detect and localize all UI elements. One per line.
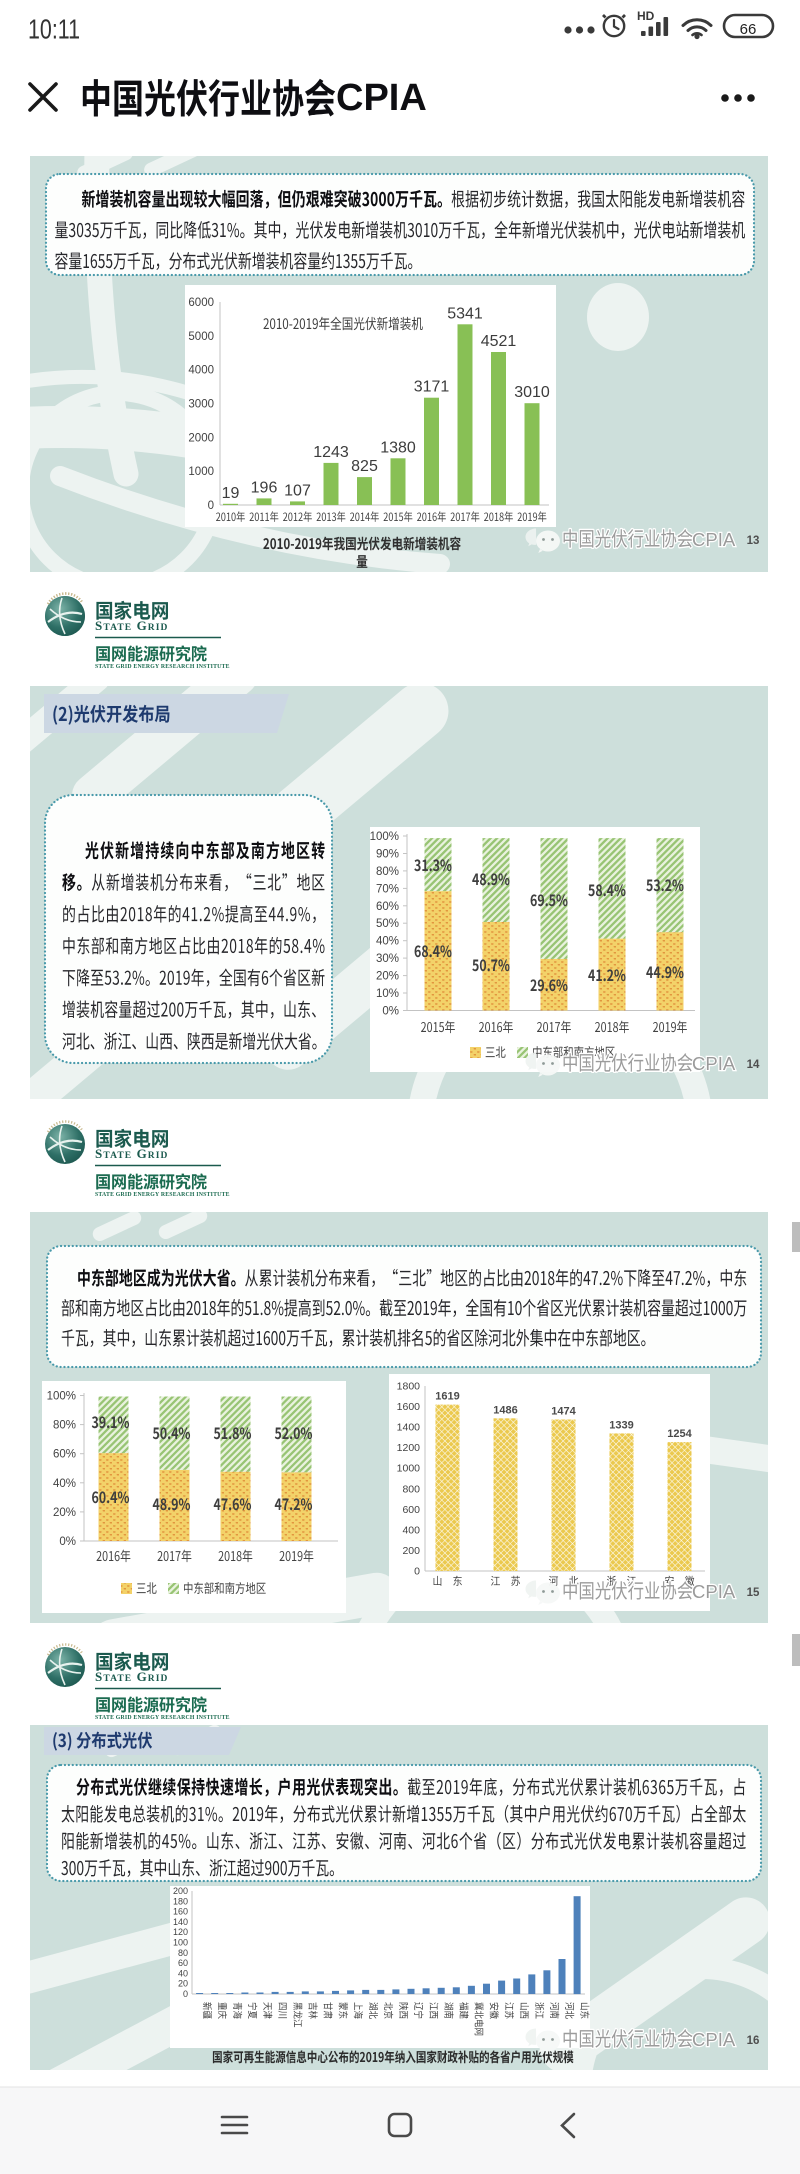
svg-text:200: 200: [402, 1545, 420, 1557]
svg-text:CPIA: CPIA: [692, 2029, 736, 2050]
svg-text:1254: 1254: [667, 1428, 692, 1440]
svg-text:1486: 1486: [493, 1404, 517, 1416]
svg-text:800: 800: [402, 1483, 420, 1495]
svg-text:40%: 40%: [53, 1478, 76, 1490]
svg-text:70%: 70%: [376, 883, 399, 895]
svg-text:90%: 90%: [376, 849, 399, 861]
svg-text:STATE GRID ENERGY RESEARCH INS: STATE GRID ENERGY RESEARCH INSTITUTE: [95, 1192, 230, 1198]
svg-text:0: 0: [183, 1989, 188, 1999]
svg-text:0%: 0%: [382, 1006, 399, 1018]
svg-text:20%: 20%: [53, 1507, 76, 1519]
svg-text:15: 15: [747, 1587, 760, 1599]
svg-text:6000: 6000: [188, 297, 214, 309]
svg-text:40%: 40%: [376, 936, 399, 948]
svg-text:4521: 4521: [481, 333, 517, 350]
svg-text:1000: 1000: [188, 466, 214, 478]
svg-text:3010: 3010: [514, 384, 550, 401]
svg-text:5341: 5341: [447, 305, 483, 322]
svg-text:100: 100: [173, 1938, 188, 1948]
svg-text:0: 0: [414, 1566, 420, 1578]
svg-text:825: 825: [351, 458, 378, 475]
svg-text:80: 80: [178, 1948, 188, 1958]
svg-text:20%: 20%: [376, 971, 399, 983]
svg-text:180: 180: [173, 1896, 188, 1906]
svg-text:140: 140: [173, 1917, 188, 1927]
svg-text:0%: 0%: [59, 1536, 76, 1548]
svg-text:0: 0: [208, 500, 214, 512]
svg-text:1474: 1474: [551, 1406, 576, 1418]
svg-text:100%: 100%: [370, 831, 399, 843]
svg-text:1000: 1000: [397, 1463, 421, 1475]
svg-text:STATE GRID ENERGY RESEARCH INS: STATE GRID ENERGY RESEARCH INSTITUTE: [95, 664, 230, 670]
svg-text:1339: 1339: [609, 1419, 633, 1431]
svg-text:107: 107: [284, 482, 311, 499]
svg-text:4000: 4000: [188, 365, 214, 377]
svg-text:10%: 10%: [376, 988, 399, 1000]
svg-text:400: 400: [402, 1524, 420, 1536]
svg-text:3000: 3000: [188, 399, 214, 411]
svg-text:100%: 100%: [47, 1391, 76, 1403]
svg-text:50%: 50%: [376, 918, 399, 930]
svg-text:600: 600: [402, 1504, 420, 1516]
svg-text:30%: 30%: [376, 953, 399, 965]
svg-text:200: 200: [173, 1886, 188, 1896]
svg-text:66: 66: [740, 21, 757, 38]
svg-text:60: 60: [178, 1958, 188, 1968]
svg-text:CPIA: CPIA: [336, 77, 427, 119]
svg-text:13: 13: [747, 535, 760, 547]
svg-text:20: 20: [178, 1979, 188, 1989]
svg-text:10:11: 10:11: [28, 14, 80, 45]
svg-text:160: 160: [173, 1907, 188, 1917]
svg-text:80%: 80%: [376, 866, 399, 878]
svg-text:60%: 60%: [376, 901, 399, 913]
svg-text:STATE GRID ENERGY RESEARCH INS: STATE GRID ENERGY RESEARCH INSTITUTE: [95, 1715, 230, 1721]
svg-text:1600: 1600: [397, 1401, 421, 1413]
svg-text:1243: 1243: [313, 444, 349, 461]
svg-text:1619: 1619: [435, 1391, 459, 1403]
svg-text:80%: 80%: [53, 1420, 76, 1432]
svg-text:CPIA: CPIA: [692, 1581, 736, 1602]
svg-text:60%: 60%: [53, 1449, 76, 1461]
svg-text:5000: 5000: [188, 331, 214, 343]
svg-text:16: 16: [747, 2035, 760, 2047]
svg-text:HD: HD: [637, 9, 655, 23]
svg-text:120: 120: [173, 1927, 188, 1937]
svg-text:14: 14: [747, 1059, 760, 1071]
svg-text:40: 40: [178, 1968, 188, 1978]
svg-text:3171: 3171: [414, 379, 450, 396]
svg-text:1400: 1400: [397, 1422, 421, 1434]
svg-text:1800: 1800: [397, 1381, 421, 1393]
svg-text:1200: 1200: [397, 1442, 421, 1454]
svg-text:2000: 2000: [188, 432, 214, 444]
svg-text:19: 19: [222, 485, 240, 502]
svg-text:CPIA: CPIA: [692, 529, 736, 550]
svg-text:1380: 1380: [380, 439, 416, 456]
svg-text:CPIA: CPIA: [692, 1053, 736, 1074]
svg-text:196: 196: [251, 479, 278, 496]
